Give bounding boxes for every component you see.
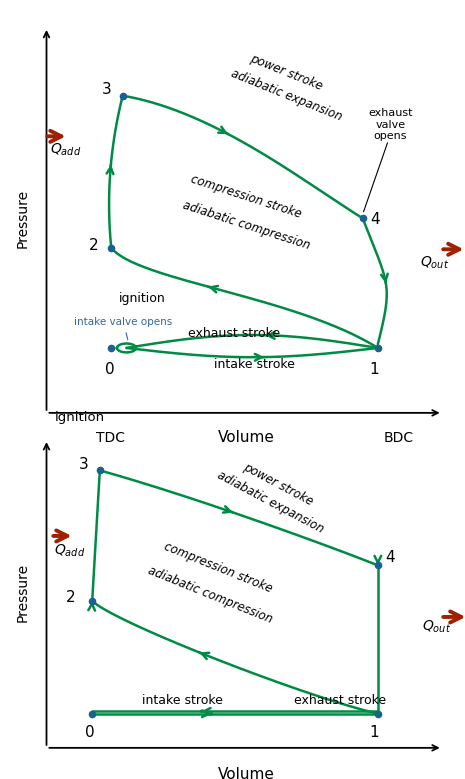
Text: adiabatic expansion: adiabatic expansion: [229, 67, 344, 124]
Text: intake stroke: intake stroke: [214, 358, 295, 371]
Text: 2: 2: [88, 238, 98, 252]
Text: compression stroke: compression stroke: [162, 540, 274, 595]
Text: 1: 1: [369, 725, 379, 741]
Text: 4: 4: [370, 212, 380, 227]
Text: 1: 1: [369, 362, 379, 377]
Text: 4: 4: [385, 551, 395, 566]
Text: 2: 2: [66, 590, 75, 605]
Text: exhaust stroke: exhaust stroke: [188, 327, 280, 340]
Text: Pressure: Pressure: [15, 189, 29, 248]
Text: exhaust stroke: exhaust stroke: [294, 694, 386, 707]
Text: TDC: TDC: [96, 431, 125, 445]
Text: $Q_{add}$: $Q_{add}$: [51, 142, 82, 158]
Text: power stroke: power stroke: [241, 460, 316, 508]
Text: 0: 0: [105, 362, 114, 377]
Text: intake stroke: intake stroke: [142, 694, 223, 707]
Text: $Q_{out}$: $Q_{out}$: [422, 619, 452, 636]
Text: 0: 0: [86, 725, 95, 741]
Text: compression stroke: compression stroke: [189, 173, 304, 221]
Text: Volume: Volume: [218, 430, 275, 445]
Text: Volume: Volume: [218, 767, 275, 779]
Text: 3: 3: [102, 82, 112, 97]
Text: $Q_{add}$: $Q_{add}$: [54, 543, 86, 559]
Text: $Q_{out}$: $Q_{out}$: [420, 255, 450, 271]
Text: power stroke: power stroke: [248, 51, 325, 93]
Text: exhaust
valve
opens: exhaust valve opens: [368, 108, 412, 141]
Text: adiabatic compression: adiabatic compression: [181, 199, 312, 252]
Text: intake valve opens: intake valve opens: [74, 317, 173, 340]
Text: adiabatic expansion: adiabatic expansion: [215, 469, 326, 536]
Text: 3: 3: [79, 457, 89, 472]
Text: adiabatic compression: adiabatic compression: [146, 564, 275, 626]
Text: ignition: ignition: [119, 292, 165, 305]
Text: BDC: BDC: [383, 431, 413, 445]
Text: ignition: ignition: [54, 411, 105, 424]
Text: Pressure: Pressure: [15, 562, 29, 622]
